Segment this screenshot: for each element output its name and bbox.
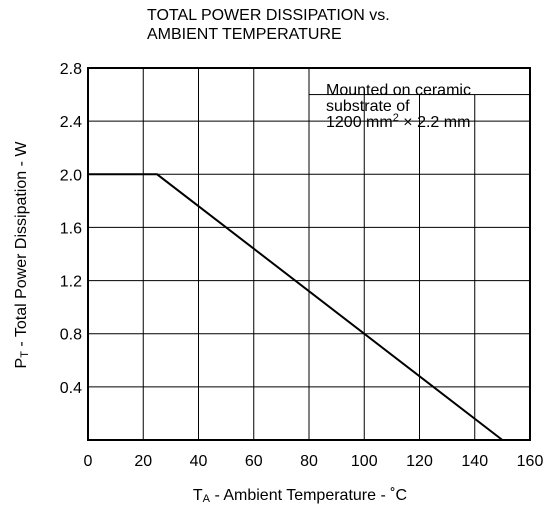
y-tick-label: 2.0 [60, 167, 82, 184]
x-tick-label: 80 [300, 453, 318, 470]
chart-title: AMBIENT TEMPERATURE [147, 26, 342, 43]
y-label-rest: - Total Power Dissipation - W [13, 141, 30, 351]
x-label-rest: - Ambient Temperature - ˚C [210, 487, 407, 504]
x-label-sub: A [203, 493, 211, 505]
x-tick-label: 20 [134, 453, 152, 470]
x-tick-label: 100 [351, 453, 378, 470]
data-line [88, 173, 503, 441]
annotation-sup: 2 [393, 112, 399, 124]
annotation-text: × 2.2 mm [399, 114, 471, 131]
plot-border [87, 67, 531, 441]
annotation: substrate of [326, 98, 410, 115]
y-tick-label: 0.8 [60, 327, 82, 344]
y-tick-label: 1.2 [60, 274, 82, 291]
y-axis-label: PT - Total Power Dissipation - W [13, 141, 31, 369]
x-tick-label: 120 [406, 453, 433, 470]
y-tick-label: 0.4 [60, 380, 82, 397]
annotation: 1200 mm2 × 2.2 mm [326, 112, 470, 131]
y-label-main: P [13, 358, 30, 369]
annotation: Mounted on ceramic [326, 82, 471, 99]
x-axis-label: TA - Ambient Temperature - ˚C [193, 487, 407, 505]
x-tick-label: 0 [84, 453, 93, 470]
x-tick-label: 140 [461, 453, 488, 470]
chart-title: TOTAL POWER DISSIPATION vs. [147, 7, 390, 24]
x-tick-label: 160 [517, 453, 544, 470]
y-tick-label: 2.8 [60, 61, 82, 78]
y-tick-label: 1.6 [60, 220, 82, 237]
x-tick-label: 40 [190, 453, 208, 470]
x-label-main: T [193, 487, 203, 504]
annotation-text: 1200 mm [326, 114, 393, 131]
y-tick-label: 2.4 [60, 114, 82, 131]
x-tick-label: 60 [245, 453, 263, 470]
y-label-sub: T [19, 351, 31, 358]
